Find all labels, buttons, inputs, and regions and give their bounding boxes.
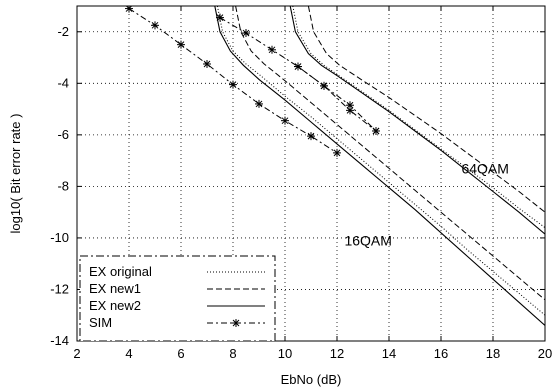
annotation-64qam: 64QAM: [461, 161, 508, 177]
x-tick-label: 18: [486, 346, 500, 361]
series-line: [235, 6, 545, 301]
sim-star-marker: [216, 14, 224, 21]
sim-star-marker: [229, 81, 237, 88]
sim-star-marker: [151, 21, 159, 29]
sim-star-marker: [294, 63, 302, 70]
series-line: [297, 66, 377, 132]
series-line: [292, 6, 545, 229]
sim-star-marker: [320, 82, 328, 90]
x-tick-label: 2: [73, 346, 80, 361]
y-tick-label: -10: [50, 230, 69, 245]
y-tick-label: -8: [57, 178, 69, 193]
x-tick-label: 14: [382, 346, 396, 361]
sim-star-marker: [307, 132, 315, 140]
plot-frame: [76, 5, 546, 342]
y-tick-label: -12: [50, 281, 69, 296]
y-tick-label: -2: [57, 24, 69, 39]
sim-star-marker: [255, 100, 263, 108]
sim-star-marker: [372, 127, 380, 135]
x-tick-label: 10: [278, 346, 292, 361]
x-tick-label: 12: [330, 346, 344, 361]
y-axis-label: log10( Bit error rate ): [8, 114, 23, 234]
legend-label-ex-original: EX original: [89, 264, 152, 279]
series-sim: [125, 6, 380, 157]
series-ex-new2: [214, 6, 545, 326]
sim-star-marker: [346, 107, 354, 114]
sim-star-marker: [333, 149, 341, 157]
series-line: [307, 6, 545, 213]
x-tick-label: 4: [125, 346, 132, 361]
legend-label-sim: SIM: [89, 315, 112, 330]
annotation-16qam: 16QAM: [344, 233, 391, 249]
series-ex-new1: [235, 6, 545, 301]
legend-label-ex-new1: EX new1: [89, 281, 141, 296]
tick-labels: 2 4 6 8 10 12 14 16 18 20 -14 -12 -10 -8 -6 -4 -2: [50, 6, 552, 361]
y-tick-label: -4: [57, 75, 69, 90]
x-tick-label: 16: [434, 346, 448, 361]
series-line: [214, 6, 545, 326]
sim-star-marker: [177, 41, 185, 49]
series-ex-original: [216, 6, 545, 316]
x-tick-label: 20: [538, 346, 552, 361]
legend-box: [79, 255, 276, 342]
x-tick-label: 6: [177, 346, 184, 361]
series-layer: [125, 6, 545, 326]
series-line: [216, 6, 545, 316]
x-tick-label: 8: [229, 346, 236, 361]
legend-label-ex-new2: EX new2: [89, 298, 141, 313]
legend: EX original EX new1 EX new2 SIM: [79, 255, 276, 342]
sim-star-marker: [203, 60, 211, 68]
y-tick-label: -6: [57, 127, 69, 142]
x-axis-label: EbNo (dB): [281, 372, 342, 387]
legend-samples: [207, 271, 265, 327]
sim-star-marker: [232, 319, 240, 327]
y-tick-label: -14: [50, 333, 69, 348]
sim-star-marker: [242, 29, 250, 37]
sim-star-marker: [346, 101, 354, 109]
sim-star-marker: [268, 46, 276, 54]
sim-star-marker: [281, 117, 289, 125]
series-line: [289, 6, 545, 235]
